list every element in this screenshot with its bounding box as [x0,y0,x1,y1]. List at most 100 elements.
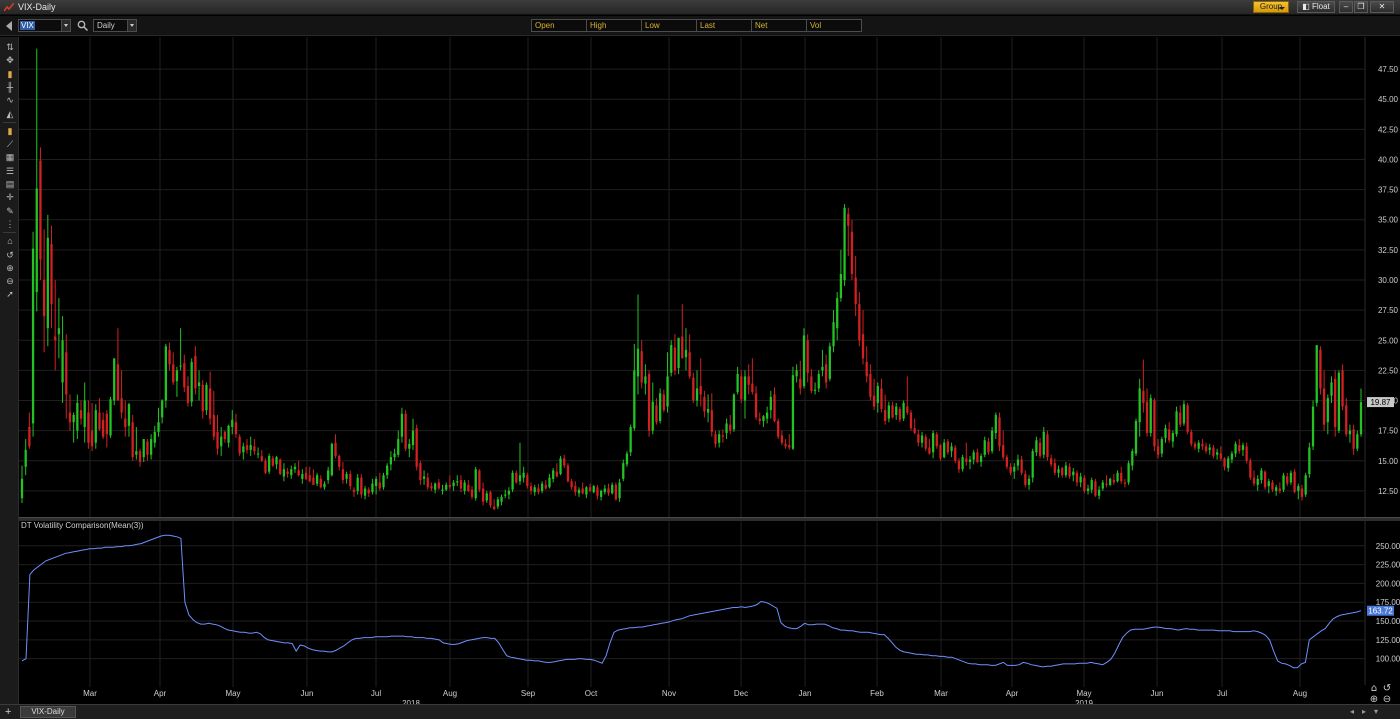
candle-body [1319,349,1322,389]
candle-body [954,447,957,461]
price-tick-label: 12.50 [1378,487,1399,496]
candle-body [706,408,710,413]
candle-body [1219,453,1222,459]
candle-body [120,398,123,413]
time-tick-label: Aug [443,689,457,698]
fib-icon[interactable]: ☰ [5,165,15,176]
symbol-input[interactable]: VIX [18,19,71,32]
line-icon[interactable]: ∿ [6,95,14,106]
candle-body [1116,472,1119,482]
candle-body [113,358,116,401]
float-button[interactable]: ◧ Float [1297,1,1335,13]
undo-icon[interactable]: ↺ [6,249,14,260]
candle-body [1256,478,1259,485]
candle-body [703,396,706,412]
candle-body [736,374,739,393]
candle-body [1086,488,1090,491]
candle-body [1112,480,1116,483]
candle-body [758,418,761,421]
close-button[interactable]: ✕ [1370,1,1394,13]
candle-body [1308,447,1311,475]
period-select[interactable]: Daily [93,19,137,32]
candle-body [338,455,341,467]
candle-body [858,304,861,341]
minimize-button[interactable]: ‒ [1339,1,1353,13]
indicator-axis: 100.00 125.00 150.00 175.00 200.00 225.00 250.… [1376,542,1400,664]
sheet-tab[interactable]: VIX-Daily [20,706,76,718]
time-tick-label: Jun [301,689,314,698]
time-tick-label: Jun [1151,689,1164,698]
candle-body [533,487,536,493]
candle-body [614,484,618,500]
candle-body [714,434,717,444]
tab-scroll-left-icon[interactable]: ◂ [1350,707,1355,716]
period-dropdown-icon[interactable] [127,20,136,31]
zoom-in-icon[interactable]: ⊕ [6,262,14,273]
candle-body [249,445,252,450]
add-tab-icon[interactable]: + [5,706,12,718]
highlight-candle-icon[interactable]: ▮ [7,125,13,136]
channel-icon[interactable]: ▤ [5,179,15,189]
pan-icon[interactable]: ✥ [6,55,14,66]
candle-body [802,335,806,387]
cursor-arrows-icon[interactable]: ⇅ [6,42,14,52]
grid-icon[interactable]: ▦ [5,152,15,163]
dotted-line-icon[interactable]: ⋮ [5,218,15,229]
pointer-icon[interactable]: ➚ [6,289,14,300]
candle-body [585,487,588,495]
candle-body [1267,481,1270,487]
search-icon[interactable] [77,20,88,31]
group-button[interactable]: Group [1253,1,1289,13]
candle-body [168,349,171,365]
zoom-in-icon[interactable]: ⊕ [1370,694,1378,704]
candle-body [806,340,809,373]
candle-body [570,481,573,488]
tab-scroll-right-icon[interactable]: ▸ [1362,707,1367,716]
candle-body [1286,476,1289,484]
candle-body [618,482,621,499]
candle-body [1212,447,1215,456]
undo-icon[interactable]: ↺ [1383,683,1391,694]
candle-body [445,484,448,490]
candle-body [1315,345,1318,403]
indicator-tick-label: 175.00 [1376,598,1400,607]
candle-body [880,388,883,409]
symbol-dropdown-icon[interactable] [61,20,70,31]
candle-body [1075,472,1079,483]
quote-field-net: Net [751,19,807,32]
candle-body [422,476,426,479]
ohlc-bar-icon[interactable]: ╫ [6,81,14,92]
area-icon[interactable]: ◭ [6,108,14,119]
candle-body [61,340,64,383]
candle-body [397,439,400,455]
collapse-panel-icon[interactable] [6,21,12,31]
candle-body [765,412,769,419]
symbol-value[interactable]: VIX [20,21,35,30]
candle-body [931,433,935,453]
crosshair-icon[interactable]: ✛ [6,192,14,203]
candle-body [651,401,654,431]
candle-body [1016,459,1020,466]
tab-menu-icon[interactable]: ▾ [1374,707,1379,716]
candle-body [1057,469,1060,473]
maximize-button[interactable]: ❐ [1354,1,1368,13]
candle-body [529,486,533,491]
zoom-out-icon[interactable]: ⊖ [6,276,14,287]
candle-body [990,430,994,452]
candle-body [72,414,75,423]
candle-body [832,322,835,347]
home-icon[interactable]: ⌂ [7,236,13,247]
chart-svg[interactable]: 12.5015.0017.5020.0022.5025.0027.5030.00… [19,37,1400,704]
candle-body [135,451,138,455]
pencil-icon[interactable]: ✎ [6,205,14,216]
candle-body [437,482,440,489]
pane-divider[interactable] [19,517,1400,521]
candle-body [950,446,953,452]
candle-body [839,273,843,299]
time-tick-label: Nov [662,689,676,698]
candle-icon[interactable]: ▮ [7,68,13,79]
candle-body [588,487,592,491]
trendline-icon[interactable]: ⟋ [6,139,14,150]
zoom-out-icon[interactable]: ⊖ [1383,694,1391,704]
home-icon[interactable]: ⌂ [1371,683,1377,694]
